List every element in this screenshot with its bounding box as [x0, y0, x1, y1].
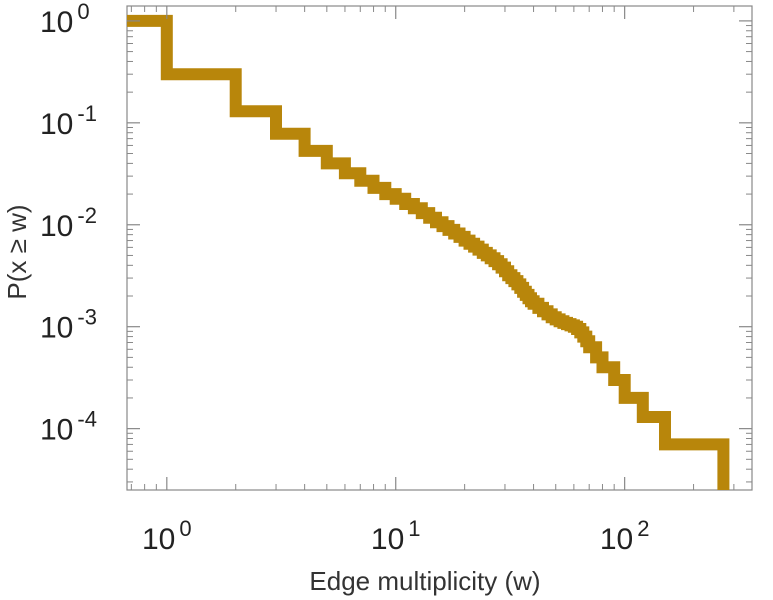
data-point [494, 260, 495, 262]
y-axis-label: P(x ≥ w) [2, 204, 32, 299]
y-tick-base: 10 [40, 108, 73, 141]
data-point [585, 340, 587, 342]
y-tick-label: 10 0 [40, 0, 90, 39]
y-tick-label: 10 -1 [40, 101, 97, 141]
x-tick-exponent: 1 [408, 516, 420, 541]
y-tick-label: 10 -4 [40, 407, 97, 447]
data-point [395, 198, 397, 200]
data-point [413, 207, 415, 209]
data-point [579, 331, 581, 333]
data-point [525, 294, 527, 296]
data-point [602, 366, 603, 368]
data-point [435, 221, 437, 223]
data-point [490, 257, 492, 259]
data-point [473, 246, 475, 248]
data-point [559, 320, 561, 322]
data-point [642, 416, 644, 418]
data-point [373, 187, 374, 189]
y-tick-base: 10 [40, 210, 73, 243]
data-point [497, 263, 499, 265]
data-point [507, 274, 509, 276]
data-point [459, 236, 460, 238]
data-point [513, 280, 515, 282]
data-point [469, 243, 470, 245]
y-tick-base: 10 [40, 6, 73, 39]
x-tick-label: 10 0 [142, 516, 192, 556]
y-tick-base: 10 [40, 312, 73, 345]
data-point [235, 110, 237, 112]
data-point [404, 203, 406, 205]
data-point [547, 313, 548, 315]
x-tick-base: 10 [371, 523, 404, 556]
data-point [304, 150, 306, 152]
data-point [442, 225, 443, 227]
data-point [519, 287, 521, 289]
data-point [384, 193, 386, 195]
data-point [573, 326, 575, 328]
data-point [486, 254, 488, 256]
data-point [166, 73, 168, 75]
x-tick-base: 10 [142, 523, 175, 556]
x-tick-exponent: 2 [637, 516, 649, 541]
data-point [576, 328, 578, 330]
data-point [542, 310, 544, 312]
data-point [582, 336, 584, 338]
data-point [453, 233, 455, 234]
y-tick-exponent: -4 [77, 407, 97, 432]
y-tick-exponent: -1 [77, 101, 97, 126]
data-point [588, 346, 590, 348]
data-point [551, 316, 553, 318]
data-point [359, 180, 361, 182]
data-point [533, 303, 535, 305]
y-tick-exponent: -2 [77, 203, 97, 228]
data-point [510, 277, 512, 279]
data-point [613, 379, 615, 381]
x-axis-ticks: 10 0 10 1 10 2 [142, 6, 649, 556]
data-point [428, 217, 430, 219]
data-point [562, 322, 564, 324]
data-point [570, 324, 571, 326]
x-tick-exponent: 0 [179, 516, 191, 541]
x-axis-label: Edge multiplicity (w) [309, 566, 540, 596]
plot-frame [126, 5, 753, 491]
x-tick-base: 10 [600, 523, 633, 556]
y-tick-exponent: 0 [77, 0, 89, 24]
data-point [344, 172, 346, 174]
x-tick-label: 10 1 [371, 516, 421, 556]
data-point [522, 291, 524, 293]
data-point [482, 252, 484, 254]
y-tick-label: 10 -3 [40, 305, 97, 345]
plot-area [126, 5, 753, 491]
data-point [537, 307, 539, 309]
data-point [504, 270, 506, 272]
series-line-0 [127, 14, 730, 490]
data-point [421, 212, 423, 214]
data-point [478, 249, 479, 251]
data-point [530, 300, 532, 302]
data-point [555, 318, 557, 320]
data-point [326, 162, 328, 164]
data-point [448, 229, 449, 231]
data-point [464, 240, 466, 242]
data-point [501, 267, 503, 269]
data-point [624, 397, 626, 399]
data-point [528, 297, 529, 299]
y-tick-base: 10 [40, 414, 73, 447]
y-tick-label: 10 -2 [40, 203, 97, 243]
x-tick-label: 10 2 [600, 516, 650, 556]
data-point [595, 356, 597, 358]
y-tick-exponent: -3 [77, 305, 97, 330]
data-point [664, 443, 666, 445]
data-point [566, 323, 568, 325]
data-point [516, 283, 518, 285]
data-point [722, 468, 724, 470]
series-layer [127, 14, 730, 490]
data-point [275, 133, 277, 135]
